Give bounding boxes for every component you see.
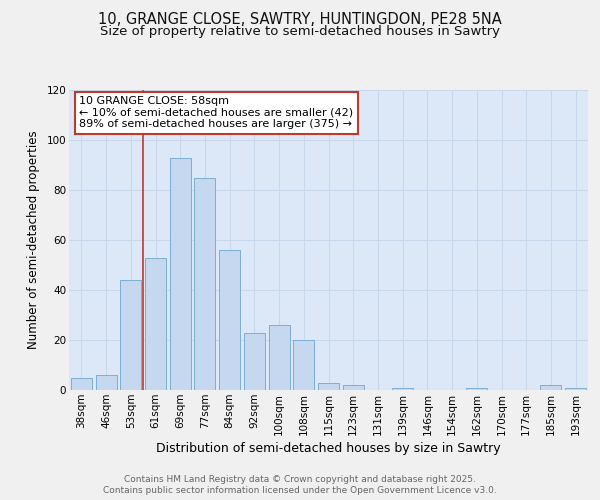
Bar	[170, 158, 191, 390]
Bar	[71, 378, 92, 390]
Bar	[293, 340, 314, 390]
Bar	[120, 280, 141, 390]
Text: 10 GRANGE CLOSE: 58sqm
← 10% of semi-detached houses are smaller (42)
89% of sem: 10 GRANGE CLOSE: 58sqm ← 10% of semi-det…	[79, 96, 353, 129]
Bar	[466, 388, 487, 390]
Text: Contains HM Land Registry data © Crown copyright and database right 2025.: Contains HM Land Registry data © Crown c…	[124, 475, 476, 484]
Bar	[343, 385, 364, 390]
Bar	[541, 385, 562, 390]
Bar	[392, 388, 413, 390]
Bar	[269, 325, 290, 390]
Text: 10, GRANGE CLOSE, SAWTRY, HUNTINGDON, PE28 5NA: 10, GRANGE CLOSE, SAWTRY, HUNTINGDON, PE…	[98, 12, 502, 28]
Bar	[244, 332, 265, 390]
Bar	[95, 375, 116, 390]
Bar	[219, 250, 240, 390]
Text: Size of property relative to semi-detached houses in Sawtry: Size of property relative to semi-detach…	[100, 25, 500, 38]
Bar	[145, 258, 166, 390]
Y-axis label: Number of semi-detached properties: Number of semi-detached properties	[26, 130, 40, 350]
Bar	[565, 388, 586, 390]
Bar	[194, 178, 215, 390]
X-axis label: Distribution of semi-detached houses by size in Sawtry: Distribution of semi-detached houses by …	[156, 442, 501, 455]
Text: Contains public sector information licensed under the Open Government Licence v3: Contains public sector information licen…	[103, 486, 497, 495]
Bar	[318, 382, 339, 390]
